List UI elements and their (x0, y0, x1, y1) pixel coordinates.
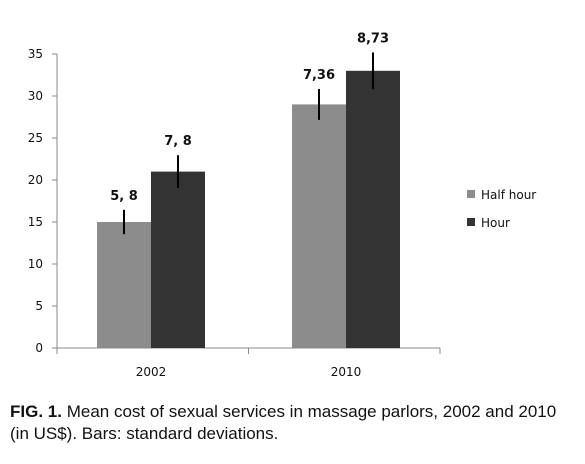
data-label: 7, 8 (164, 134, 192, 149)
y-tick-label: 25 (28, 131, 43, 145)
bar (151, 171, 205, 348)
y-tick-label: 35 (28, 47, 43, 61)
y-tick-label: 5 (35, 299, 43, 313)
legend: Half hour Hour (467, 188, 536, 230)
x-tick-label: 2010 (331, 365, 362, 379)
y-tick-label: 20 (28, 173, 43, 187)
caption-text: Mean cost of sexual services in massage … (10, 402, 557, 443)
y-tick-label: 0 (35, 341, 43, 355)
data-labels: 5, 8 7,36 7, 8 8,73 (110, 31, 389, 203)
bar (346, 70, 400, 349)
caption-label: FIG. 1. (10, 402, 62, 421)
y-tick-label: 15 (28, 215, 43, 229)
y-tick-label: 30 (28, 89, 43, 103)
legend-swatch (467, 218, 475, 226)
data-label: 8,73 (357, 31, 389, 46)
figure-caption: FIG. 1. Mean cost of sexual services in … (10, 401, 575, 445)
x-tick-label: 2002 (136, 365, 167, 379)
bar (97, 222, 151, 348)
data-label: 7,36 (303, 68, 335, 83)
data-label: 5, 8 (110, 189, 138, 204)
y-tick-label: 10 (28, 257, 43, 271)
error-bars (123, 52, 374, 235)
legend-label: Half hour (481, 188, 536, 202)
legend-label: Hour (481, 216, 510, 230)
bar (292, 104, 346, 349)
bars (97, 70, 400, 349)
legend-swatch (467, 190, 475, 198)
